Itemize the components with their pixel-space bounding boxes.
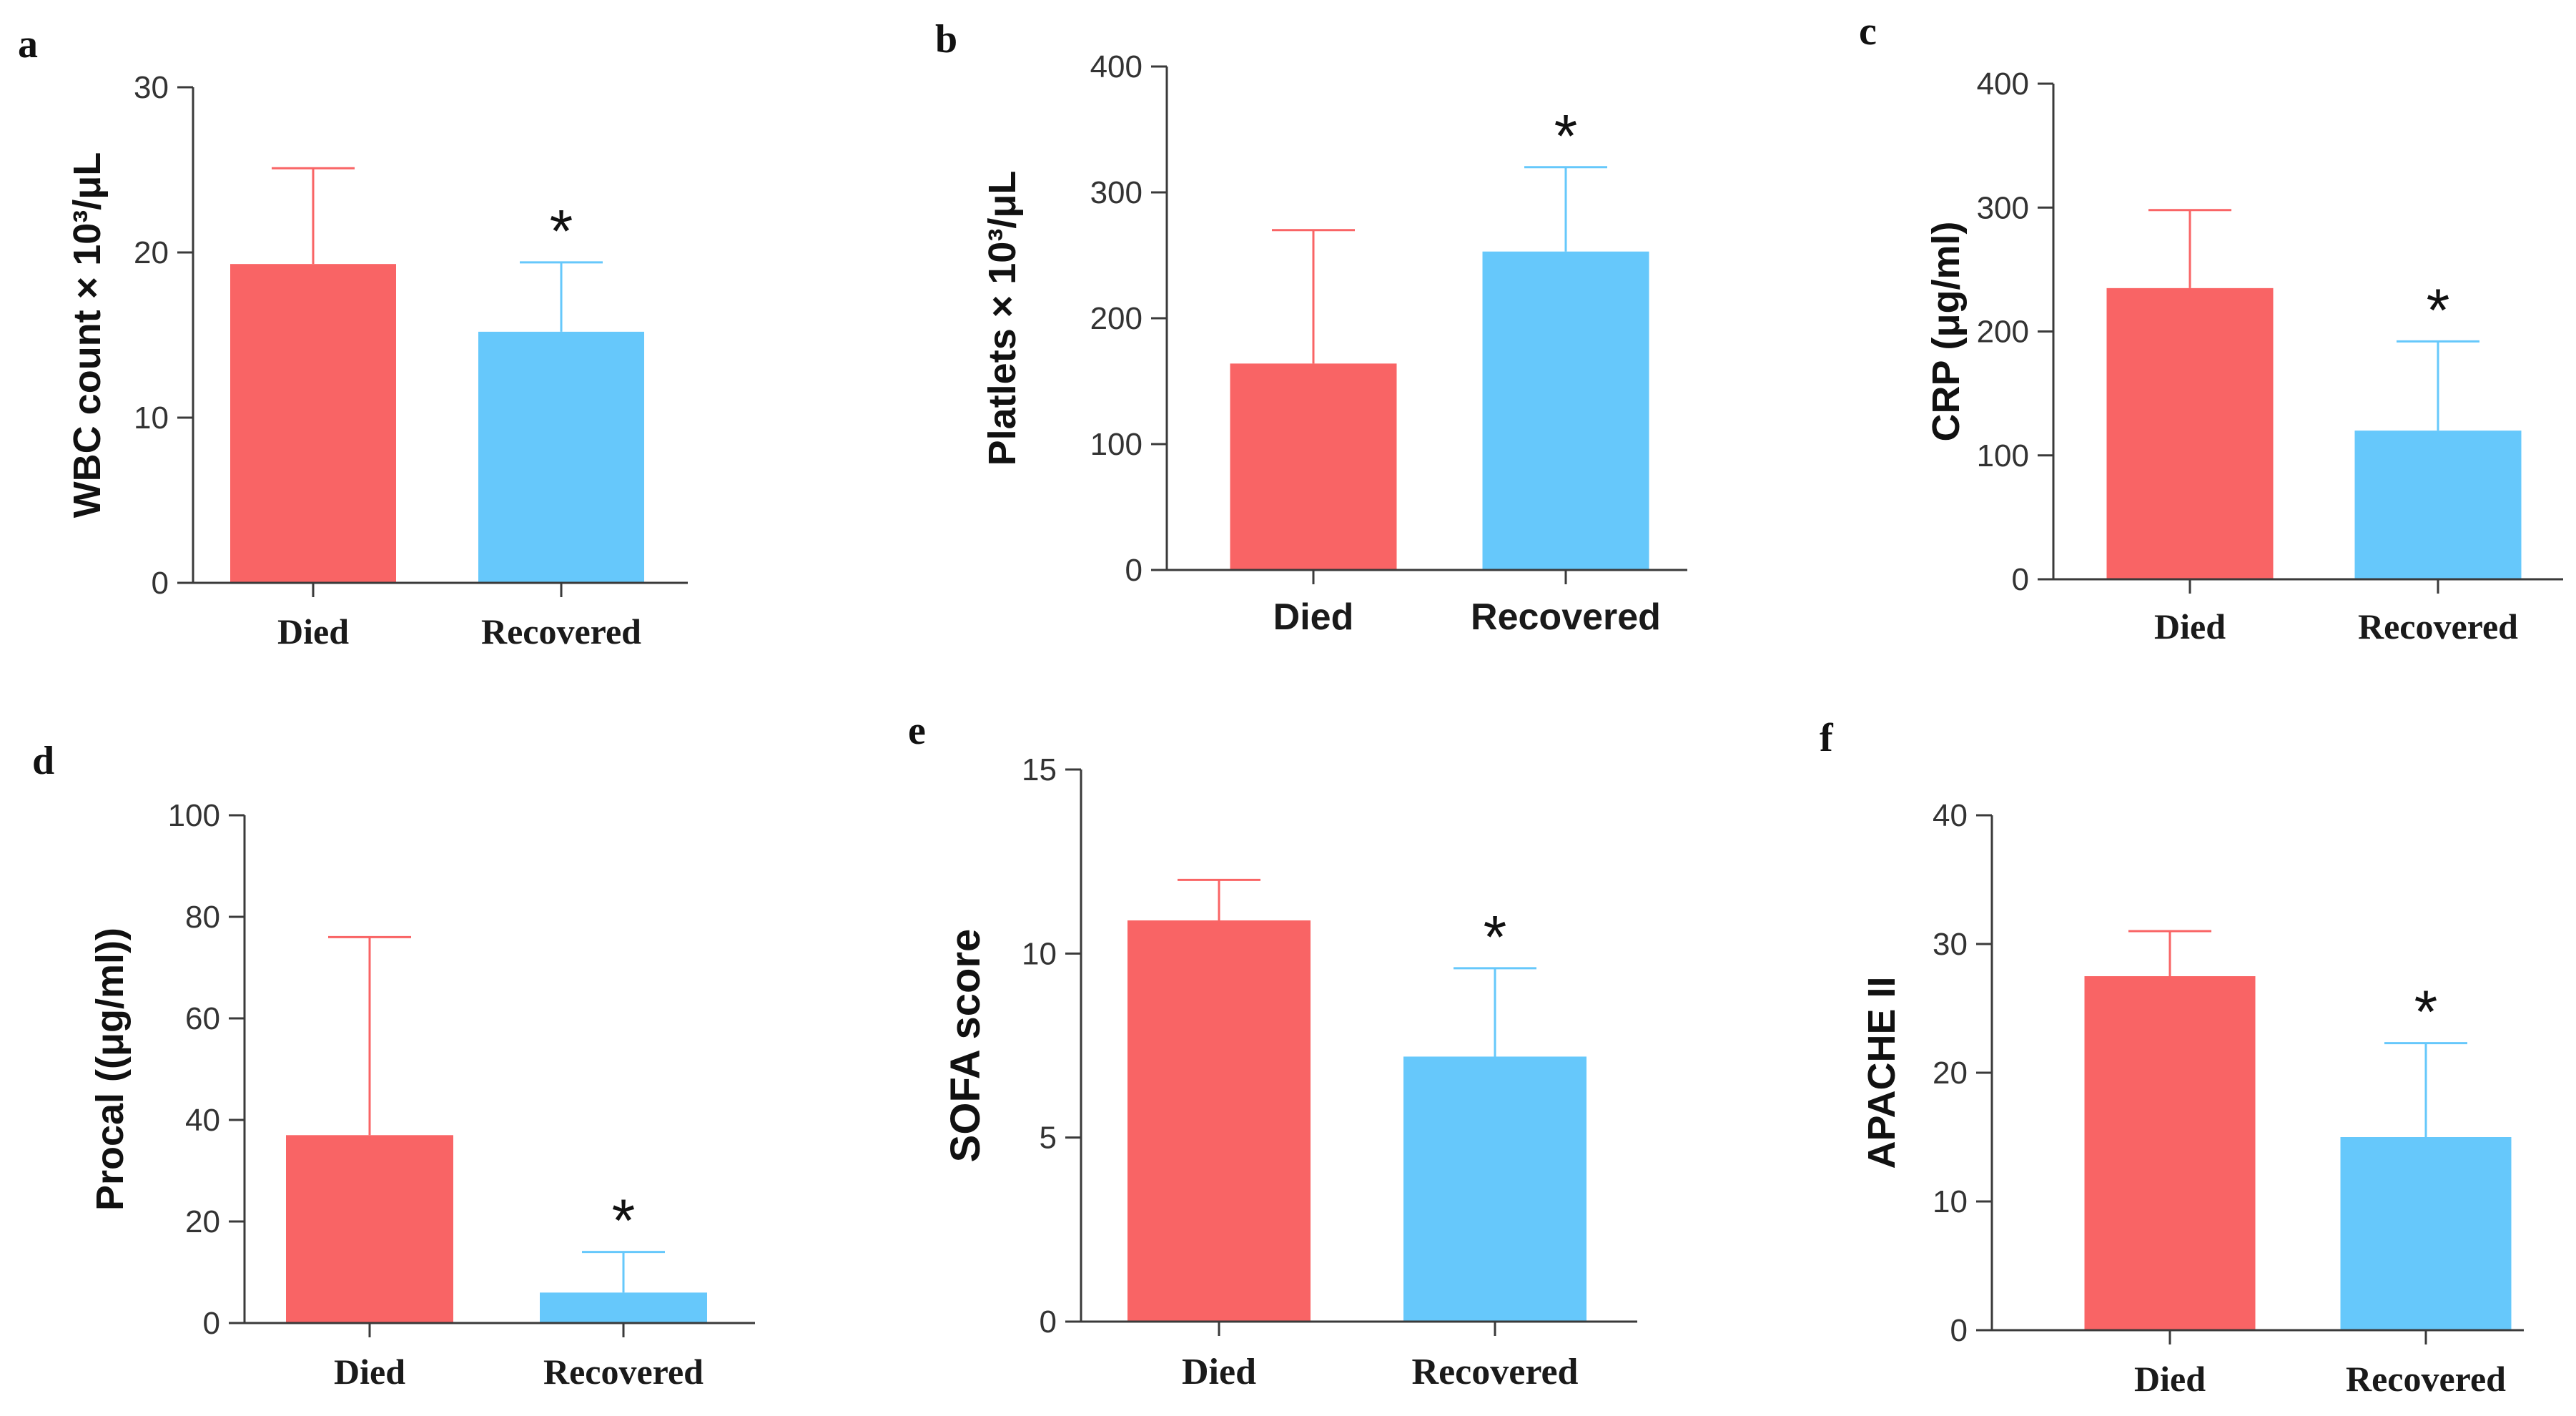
y-axis-title: SOFA score: [942, 929, 989, 1163]
category-label: Recovered: [1471, 596, 1661, 638]
y-tick-label: 200: [1090, 301, 1143, 336]
bar-died: [286, 1135, 453, 1323]
panel-c: c Died Recovered * 0 100 200 300 400 CRP (μg/ml): [1859, 9, 2563, 646]
panel-a: a Died Recovered * 0 10 20 30 WBC count × 10³/μL: [18, 22, 688, 652]
bar-recovered: [540, 1292, 707, 1323]
category-label: Died: [1273, 596, 1354, 638]
bar-died: [2084, 976, 2256, 1330]
y-tick-label: 20: [134, 235, 169, 270]
significance-star: *: [2414, 978, 2438, 1046]
y-tick-label: 15: [1022, 752, 1057, 787]
bar-died: [2106, 287, 2274, 579]
bar-recovered: [2354, 431, 2522, 579]
category-label: Recovered: [1412, 1352, 1579, 1392]
y-tick-label: 0: [1950, 1313, 1968, 1348]
bar-recovered: [478, 331, 644, 583]
y-tick-label: 40: [185, 1103, 220, 1138]
y-axis-title: Platlets × 10³/μL: [981, 171, 1024, 466]
significance-star: *: [1484, 903, 1507, 970]
y-tick-label: 20: [1933, 1056, 1968, 1091]
y-tick-label: 100: [1090, 427, 1143, 462]
y-tick-label: 0: [203, 1306, 220, 1341]
y-tick-label: 0: [1125, 553, 1143, 588]
y-tick-label: 30: [134, 70, 169, 105]
y-tick-label: 400: [1090, 49, 1143, 84]
significance-star: *: [1554, 102, 1578, 169]
bar-recovered: [1482, 251, 1649, 570]
category-label: Died: [2134, 1359, 2206, 1399]
bar-died: [1127, 920, 1311, 1322]
panel-letter-a: a: [18, 22, 38, 67]
y-tick-label: 80: [185, 900, 220, 935]
y-axis-title: Procal ((μg/ml)): [89, 928, 132, 1211]
category-label: Recovered: [481, 611, 641, 652]
y-tick-label: 10: [134, 400, 169, 436]
y-tick-label: 60: [185, 1001, 220, 1036]
panel-letter-d: d: [32, 739, 54, 783]
category-label: Recovered: [2358, 606, 2518, 646]
y-axis-title: APACHE II: [1860, 976, 1903, 1169]
y-tick-label: 100: [1977, 438, 2029, 473]
significance-star: *: [550, 197, 573, 265]
y-tick-label: 10: [1022, 936, 1057, 971]
bar-recovered: [1403, 1056, 1586, 1322]
significance-star: *: [2427, 276, 2450, 343]
y-tick-label: 300: [1090, 175, 1143, 210]
category-label: Died: [1182, 1352, 1256, 1392]
y-tick-label: 5: [1040, 1121, 1057, 1156]
category-label: Died: [277, 611, 349, 652]
y-tick-label: 20: [185, 1204, 220, 1239]
y-tick-label: 300: [1977, 190, 2029, 225]
bar-recovered: [2340, 1137, 2512, 1330]
y-tick-label: 0: [1040, 1304, 1057, 1339]
bar-died: [230, 264, 396, 583]
panel-d: d Died Recovered * 0 20 40 60 80 100 Procal ((μg/m…: [32, 739, 755, 1392]
panel-f: f Died Recovered * 0 10 20 30 40 APACHE II: [1820, 716, 2524, 1399]
panel-letter-e: e: [908, 709, 926, 753]
panel-e: e Died Recovered * 0 5 10 15 SOFA score: [908, 709, 1637, 1392]
panel-b: b Died Recovered * 0 100 200 300 400 Platlets × 1…: [935, 17, 1687, 638]
category-label: Died: [334, 1352, 405, 1392]
category-label: Recovered: [2346, 1359, 2506, 1399]
y-tick-label: 400: [1977, 67, 2029, 102]
y-axis-title: WBC count × 10³/μL: [66, 152, 109, 518]
y-axis-title: CRP (μg/ml): [1925, 221, 1968, 441]
y-tick-label: 10: [1933, 1184, 1968, 1219]
y-tick-label: 30: [1933, 927, 1968, 962]
significance-star: *: [612, 1187, 636, 1254]
panel-letter-f: f: [1820, 716, 1834, 760]
y-tick-label: 200: [1977, 315, 2029, 350]
y-tick-label: 0: [152, 566, 169, 601]
panel-letter-c: c: [1859, 9, 1877, 54]
y-tick-label: 40: [1933, 798, 1968, 833]
panel-letter-b: b: [935, 17, 957, 62]
y-tick-label: 100: [168, 798, 220, 833]
category-label: Died: [2154, 606, 2226, 646]
bar-died: [1230, 363, 1397, 570]
category-label: Recovered: [543, 1352, 704, 1392]
y-tick-label: 0: [2012, 562, 2029, 597]
